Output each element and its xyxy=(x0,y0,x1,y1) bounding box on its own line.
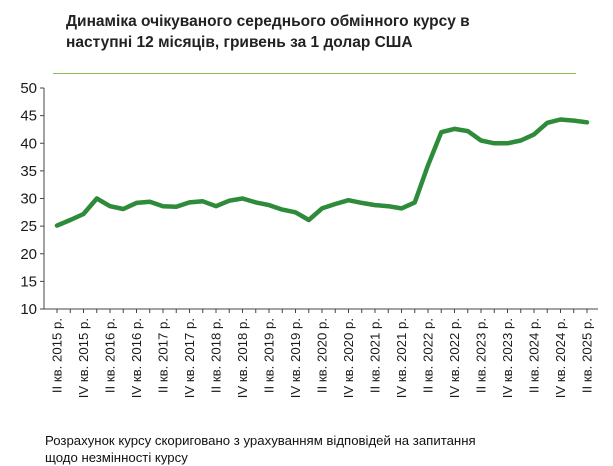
x-tick-label: II кв. 2016 р. xyxy=(103,318,118,393)
x-tick-label: IV кв. 2019 р. xyxy=(288,318,303,398)
title-underline xyxy=(53,73,576,74)
x-tick-label: IV кв. 2023 р. xyxy=(500,318,515,398)
y-tick-label: 15 xyxy=(20,273,37,290)
y-tick-label: 25 xyxy=(20,218,37,235)
x-tick-label: IV кв. 2022 р. xyxy=(447,318,462,398)
footnote: Розрахунок курсу скориговано з урахуванн… xyxy=(45,432,605,466)
x-tick-label: IV кв. 2024 р. xyxy=(553,318,568,398)
x-tick-label: II кв. 2021 р. xyxy=(368,318,383,393)
x-tick-label: II кв. 2020 р. xyxy=(315,318,330,393)
y-tick-label: 35 xyxy=(20,163,37,180)
x-tick-label: II кв. 2022 р. xyxy=(421,318,436,393)
y-tick-label: 50 xyxy=(20,80,37,97)
x-tick-label: II кв. 2023 р. xyxy=(474,318,489,393)
x-tick-label: II кв. 2025 р. xyxy=(580,318,595,393)
x-tick-label: IV кв. 2021 р. xyxy=(394,318,409,398)
chart-title-line-2: наступні 12 місяців, гривень за 1 долар … xyxy=(66,34,413,51)
x-tick-label: IV кв. 2017 р. xyxy=(182,318,197,398)
x-tick-label: IV кв. 2020 р. xyxy=(341,318,356,398)
footnote-line-2: щодо незмінності курсу xyxy=(45,450,188,465)
x-tick-label: II кв. 2024 р. xyxy=(527,318,542,393)
chart-title: Динаміка очікуваного середнього обмінног… xyxy=(66,11,586,53)
series-line xyxy=(54,117,590,228)
y-tick-label: 10 xyxy=(20,301,37,318)
y-tick-label: 20 xyxy=(20,246,37,263)
y-tick-label: 30 xyxy=(20,191,37,208)
x-tick-label: IV кв. 2016 р. xyxy=(129,318,144,398)
x-tick-label: IV кв. 2018 р. xyxy=(235,318,250,398)
x-tick-label: II кв. 2018 р. xyxy=(209,318,224,393)
x-tick-label: II кв. 2019 р. xyxy=(262,318,277,393)
x-tick-label: II кв. 2015 р. xyxy=(50,318,65,393)
x-tick-label: II кв. 2017 р. xyxy=(156,318,171,393)
chart-title-line-1: Динаміка очікуваного середнього обмінног… xyxy=(66,13,470,30)
x-tick-label: IV кв. 2015 р. xyxy=(76,318,91,398)
y-tick-label: 45 xyxy=(20,108,37,125)
y-tick-label: 40 xyxy=(20,135,37,152)
footnote-line-1: Розрахунок курсу скориговано з урахуванн… xyxy=(45,433,476,448)
